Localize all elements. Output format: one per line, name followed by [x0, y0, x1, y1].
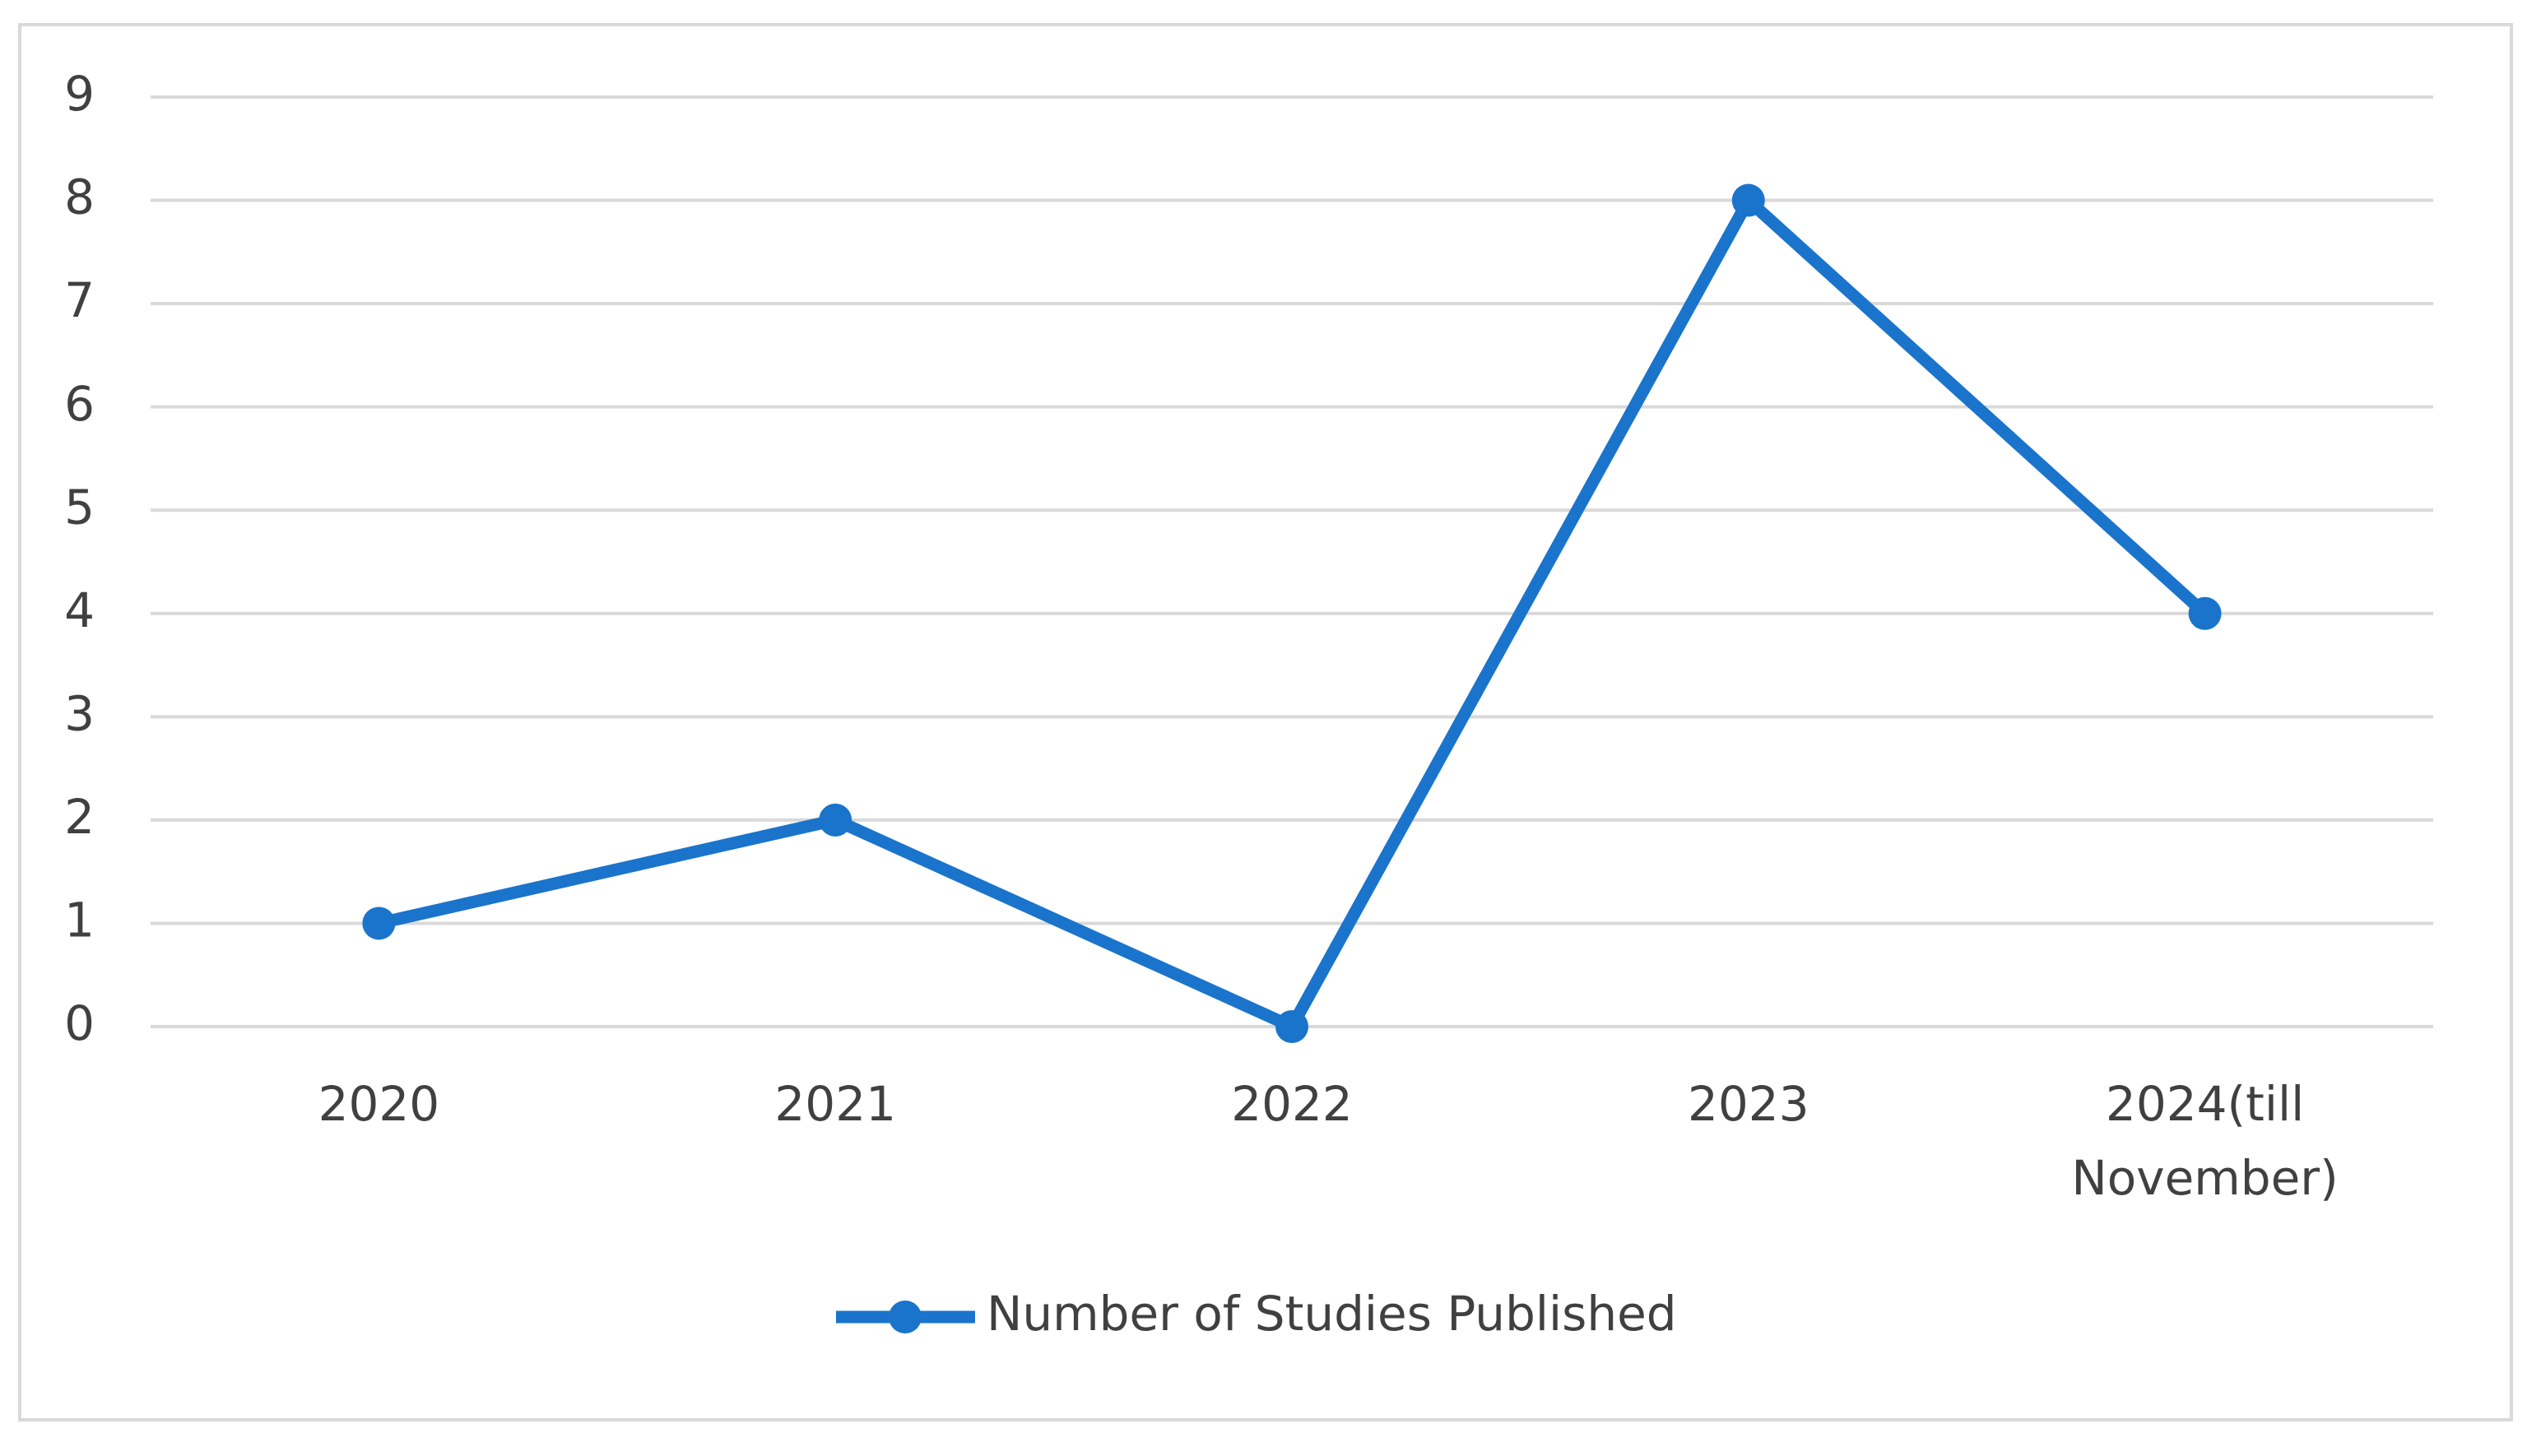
y-tick-label: 9 — [64, 66, 95, 122]
y-tick-label: 6 — [64, 376, 95, 432]
legend-label: Number of Studies Published — [987, 1286, 1677, 1342]
y-tick-label: 8 — [64, 169, 95, 225]
y-tick-label: 5 — [64, 479, 95, 535]
x-tick-label: 2023 — [1688, 1076, 1809, 1132]
y-tick-label: 7 — [64, 272, 95, 328]
marker — [819, 803, 852, 837]
marker — [1731, 183, 1765, 217]
y-tick-label: 4 — [64, 582, 95, 638]
x-tick-label: 2020 — [318, 1076, 440, 1132]
y-tick-label: 2 — [64, 789, 95, 845]
y-tick-label: 0 — [64, 995, 95, 1051]
legend-marker — [889, 1301, 922, 1333]
y-tick-label: 1 — [64, 893, 95, 948]
chart-border — [18, 23, 2513, 1421]
x-tick-label: 2024(till November) — [2071, 1076, 2338, 1206]
x-tick-label: 2022 — [1231, 1076, 1353, 1132]
marker — [362, 907, 396, 940]
legend: Number of Studies Published — [836, 1286, 1677, 1342]
y-tick-label: 3 — [64, 685, 95, 741]
marker — [2188, 596, 2222, 630]
marker — [1275, 1010, 1308, 1043]
x-tick-label: 2021 — [774, 1076, 896, 1132]
